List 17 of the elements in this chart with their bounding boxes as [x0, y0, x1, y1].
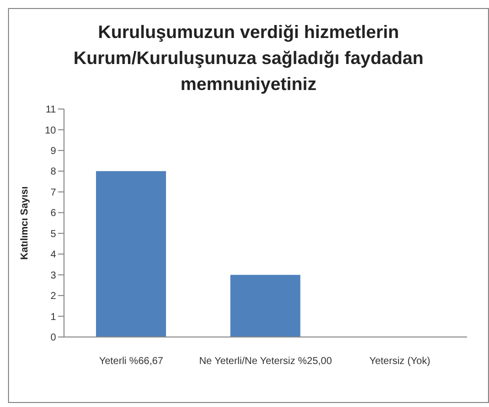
y-tick-label: 8	[50, 166, 56, 178]
y-axis-title: Katılımcı Sayısı	[20, 186, 31, 260]
chart-title: Kuruluşumuzun verdiği hizmetlerin Kurum/Kuruluşunuza sağladığı faydadan memnuniyetiniz	[72, 21, 425, 96]
y-tick-label: 5	[50, 228, 56, 240]
y-tick-label: 10	[44, 125, 56, 136]
y-tick-label: 1	[50, 312, 56, 323]
x-tick-label: Ne Yeterli/Ne Yetersiz %25,00	[199, 356, 332, 368]
y-tick-label: 9	[50, 146, 56, 158]
y-tick-label: 4	[50, 250, 56, 261]
y-tick-label: 11	[46, 104, 56, 116]
y-tick-label: 7	[50, 187, 56, 198]
y-tick-label: 3	[50, 270, 56, 282]
y-tick-label: 0	[50, 332, 56, 344]
x-tick-label: Yeterli %66,67	[99, 356, 164, 368]
y-tick-label: 2	[50, 291, 56, 302]
x-tick-label: Yetersiz (Yok)	[369, 356, 430, 368]
y-tick-label: 6	[50, 208, 56, 220]
